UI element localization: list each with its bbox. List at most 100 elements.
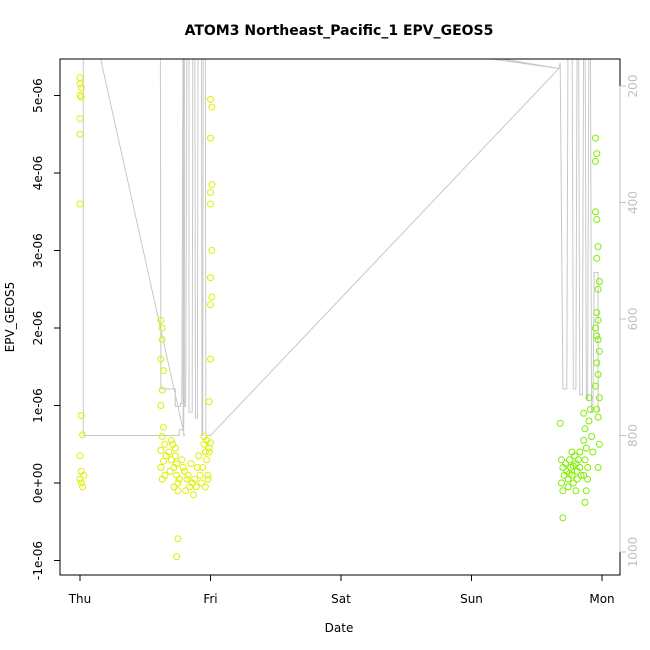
y-tick-label: 5e-06 bbox=[31, 78, 45, 113]
x-tick-label: Thu bbox=[68, 592, 92, 606]
y2-tick-label: 600 bbox=[626, 308, 640, 331]
scatter-point bbox=[76, 115, 84, 123]
scatter-point bbox=[158, 386, 166, 394]
scatter-point bbox=[157, 464, 165, 471]
scatter-point bbox=[565, 470, 573, 478]
scatter-point bbox=[207, 355, 214, 363]
scatter-point bbox=[594, 371, 602, 378]
scatter-point bbox=[559, 487, 567, 495]
scatter-point bbox=[556, 419, 564, 427]
scatter-point bbox=[573, 475, 581, 483]
scatter-point bbox=[577, 471, 585, 479]
scatter-point bbox=[208, 181, 216, 189]
scatter-point bbox=[174, 487, 182, 495]
scatter-point bbox=[593, 359, 601, 367]
scatter-point bbox=[593, 309, 601, 316]
scatter-point bbox=[580, 409, 588, 417]
y2-axis: 200 400 600 800 1000 bbox=[619, 75, 640, 568]
x-axis: Thu Fri Sat Sun Mon bbox=[68, 574, 615, 606]
x-axis-label: Date bbox=[325, 621, 354, 635]
scatter-point bbox=[594, 413, 602, 421]
scatter-point bbox=[595, 394, 603, 402]
chart-title: ATOM3 Northeast_Pacific_1 EPV_GEOS5 bbox=[185, 23, 494, 39]
scatter-point bbox=[208, 103, 216, 111]
scatter-point bbox=[207, 200, 214, 208]
scatter-point bbox=[568, 448, 576, 456]
scatter-point bbox=[580, 436, 588, 444]
scatter-point bbox=[201, 448, 209, 456]
scatter-point bbox=[80, 471, 88, 479]
scatter-point bbox=[208, 247, 216, 254]
y-axis: -1e-06 0e+00 1e-06 2e-06 3e-06 4e-06 5e-06 bbox=[31, 78, 61, 580]
scatter-point bbox=[195, 452, 203, 460]
scatter-point bbox=[582, 444, 590, 452]
scatter-point bbox=[585, 394, 593, 402]
scatter-point bbox=[208, 293, 216, 301]
scatter-point bbox=[158, 336, 166, 344]
scatter-point bbox=[592, 382, 599, 390]
scatter-point bbox=[593, 216, 601, 223]
scatter-point bbox=[160, 423, 167, 431]
scatter-point bbox=[171, 452, 179, 460]
scatter-point bbox=[158, 475, 166, 483]
scatter-point bbox=[594, 285, 602, 293]
x-tick-label: Mon bbox=[589, 592, 614, 606]
scatter-point bbox=[192, 483, 200, 491]
y2-tick-label: 1000 bbox=[626, 537, 640, 568]
y-axis-label: EPV_GEOS5 bbox=[3, 282, 17, 353]
scatter-point bbox=[197, 479, 205, 487]
y2-tick-label: 400 bbox=[626, 191, 640, 214]
scatter-point bbox=[592, 324, 599, 332]
scatter-point bbox=[171, 444, 179, 452]
scatter-point bbox=[79, 431, 87, 439]
scatter-point bbox=[174, 479, 182, 487]
scatter-point bbox=[592, 157, 599, 165]
scatter-point bbox=[160, 367, 167, 375]
scatter-point bbox=[558, 479, 565, 487]
scatter-point bbox=[205, 398, 213, 406]
scatter-point bbox=[558, 456, 565, 464]
scatter-point bbox=[204, 475, 212, 483]
scatter-point bbox=[562, 460, 569, 468]
scatter-point bbox=[581, 425, 589, 433]
scatter-point bbox=[157, 402, 165, 409]
scatter-point bbox=[76, 475, 84, 483]
scatter-point bbox=[179, 464, 187, 471]
scatter-point bbox=[157, 316, 165, 324]
scatter-point bbox=[77, 93, 85, 101]
y-tick-label: 3e-06 bbox=[31, 233, 45, 268]
scatter-point bbox=[581, 498, 589, 506]
scatter-point bbox=[569, 479, 577, 487]
scatter-point bbox=[207, 274, 214, 282]
scatter-point bbox=[595, 347, 603, 355]
scatter-point bbox=[173, 553, 181, 561]
scatter-point bbox=[572, 487, 580, 495]
scatter-point bbox=[594, 336, 602, 344]
scatter-point bbox=[592, 208, 599, 216]
scatter-point bbox=[175, 475, 183, 483]
scatter-point bbox=[593, 150, 601, 158]
scatter-point bbox=[174, 535, 182, 543]
scatter-point bbox=[201, 483, 209, 491]
scatter-point bbox=[158, 433, 166, 440]
scatter-point bbox=[595, 440, 603, 448]
scatter-point bbox=[180, 467, 188, 475]
scatter-point bbox=[77, 84, 85, 92]
scatter-point bbox=[158, 324, 166, 332]
y2-tick-label: 200 bbox=[626, 75, 640, 98]
scatter-point bbox=[76, 92, 84, 99]
scatter-point bbox=[170, 483, 178, 491]
scatter-point bbox=[157, 446, 165, 454]
scatter-point bbox=[588, 433, 596, 440]
scatter-point bbox=[173, 460, 181, 468]
scatter-point bbox=[565, 456, 573, 464]
scatter-point bbox=[76, 452, 84, 460]
scatter-point bbox=[207, 301, 214, 309]
y-tick-label: 0e+00 bbox=[31, 463, 45, 503]
scatter-point bbox=[165, 448, 173, 456]
scatter-point bbox=[187, 460, 195, 468]
scatter-point bbox=[576, 448, 584, 456]
scatter-point bbox=[569, 462, 577, 470]
scatter-point bbox=[167, 436, 175, 444]
